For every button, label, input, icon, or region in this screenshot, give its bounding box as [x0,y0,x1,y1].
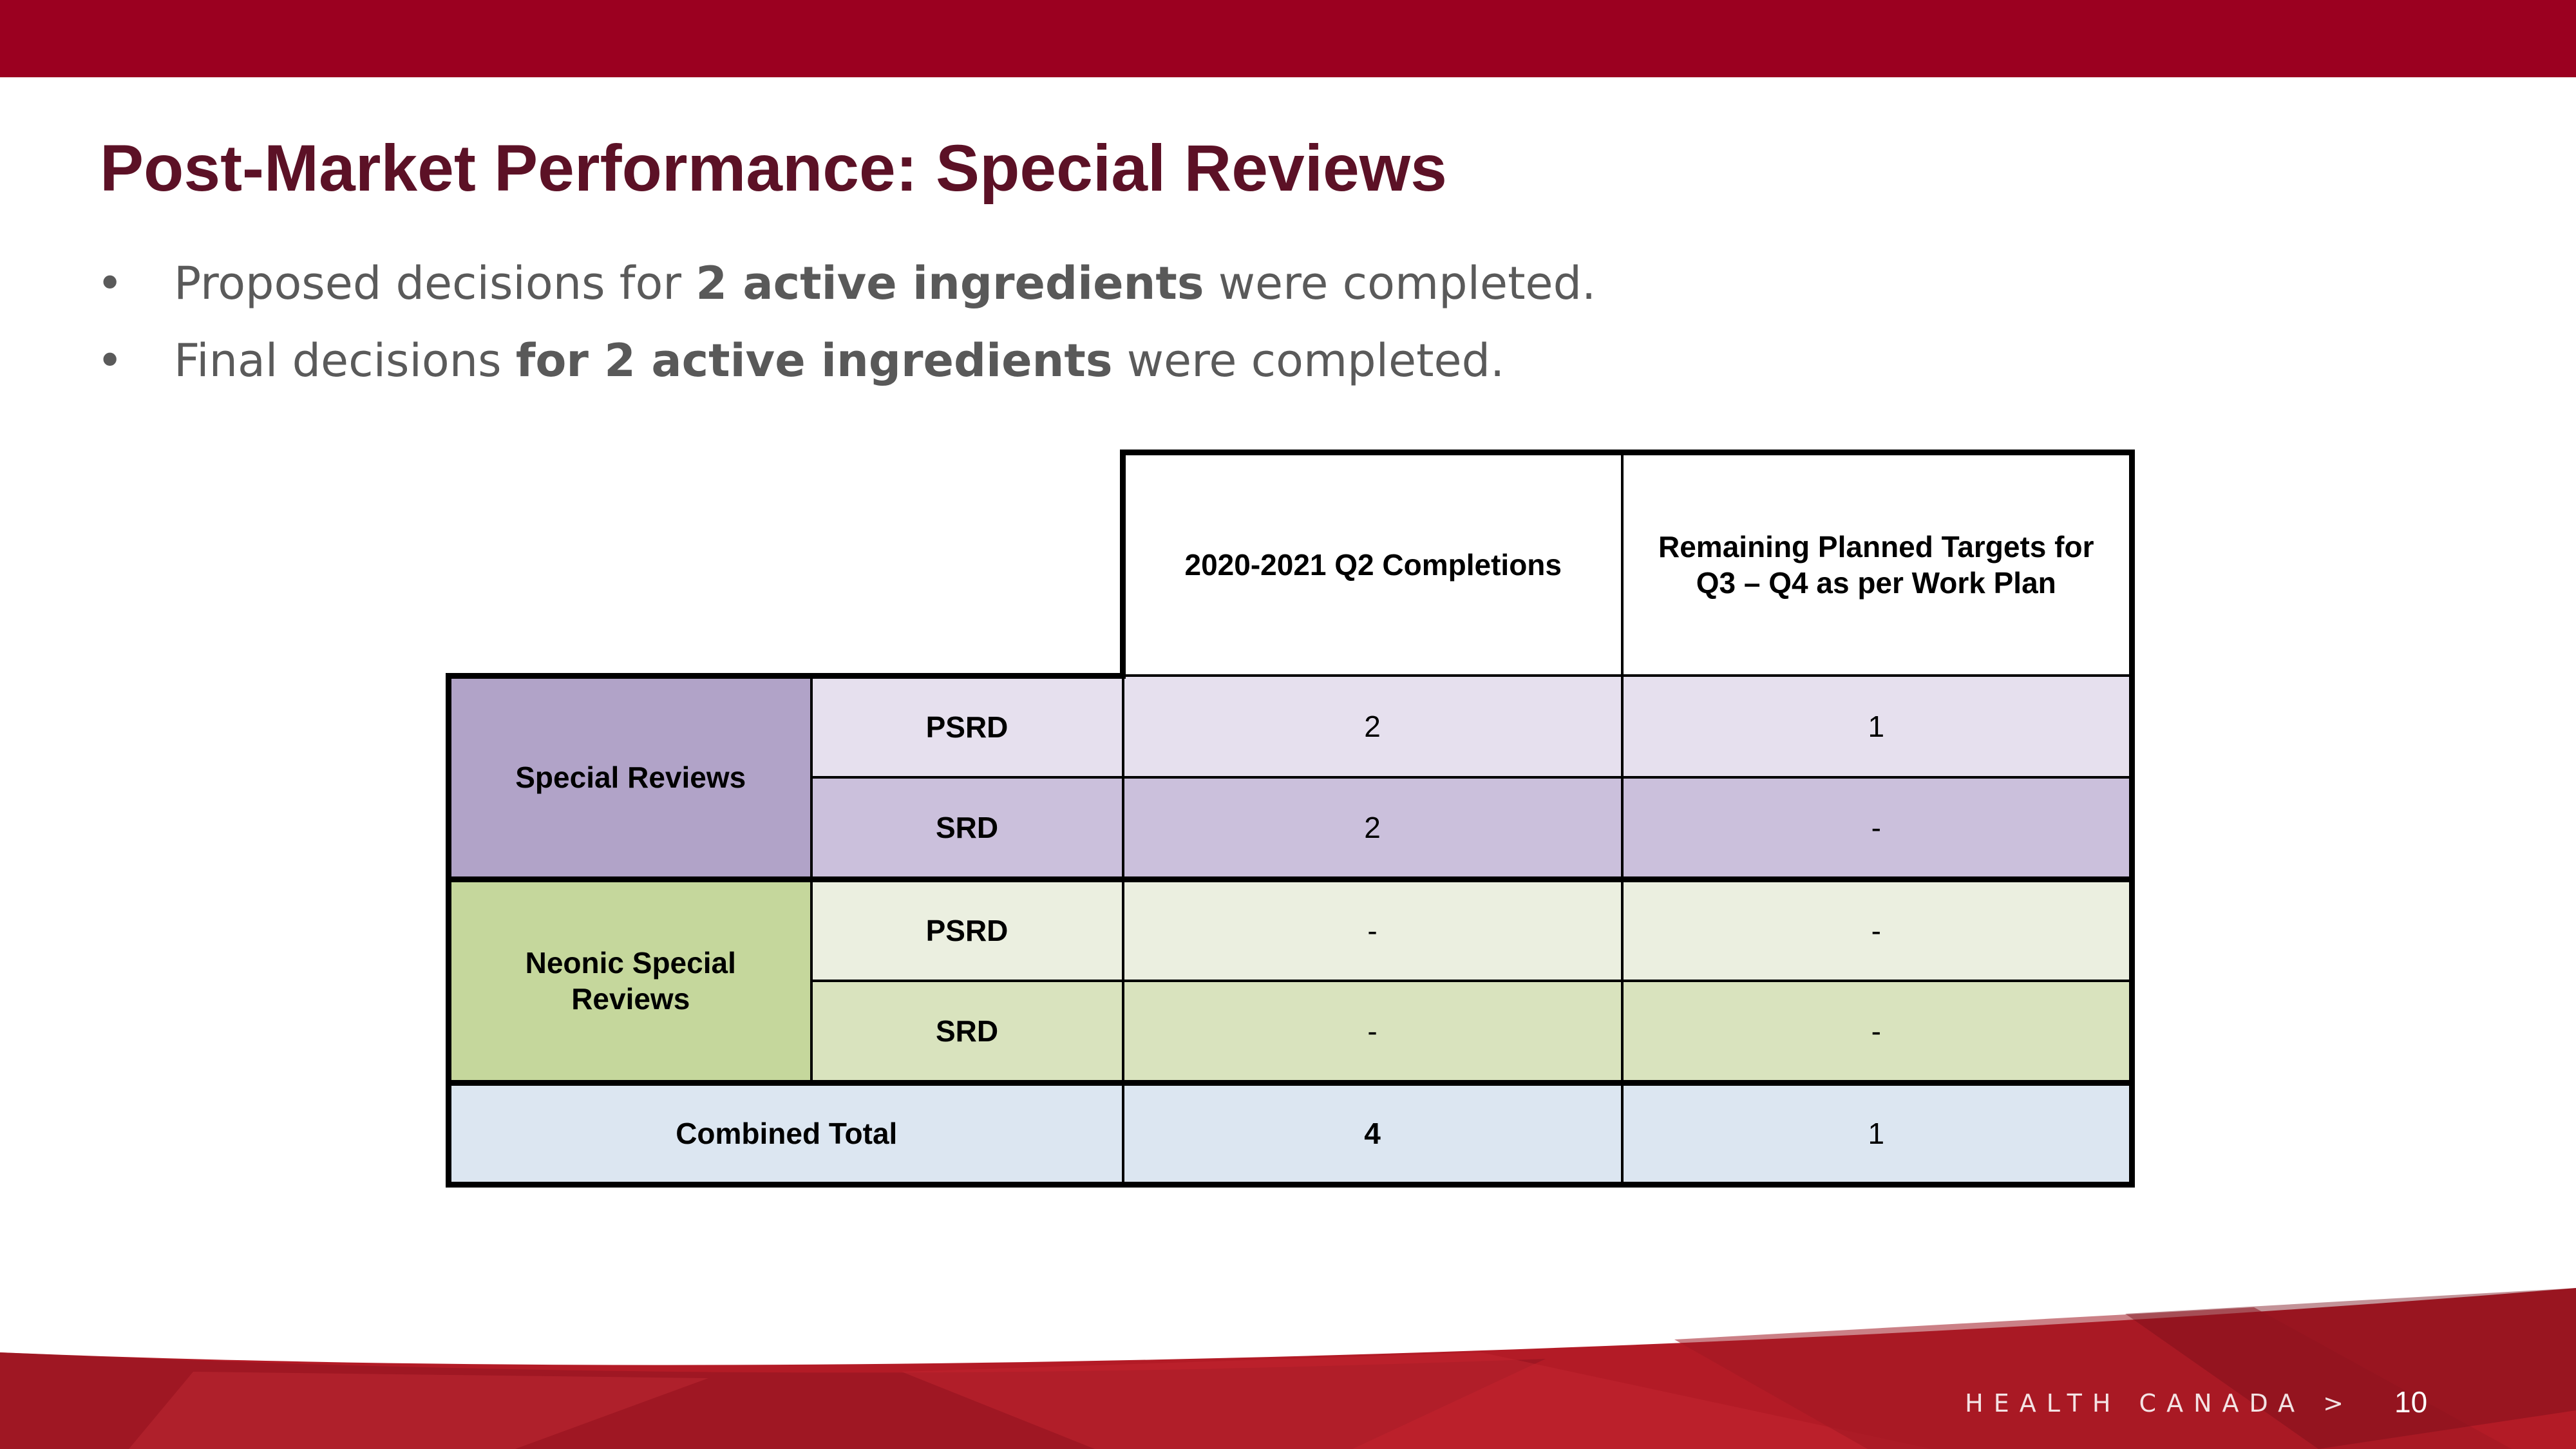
table-row: SRD 2 - [449,776,2135,880]
table-cell: 2 [1121,674,1624,779]
table-cell: 1 [1620,674,2135,779]
page-number: 10 [2394,1385,2428,1419]
column-header-remaining-targets: Remaining Planned Targets for Q3 – Q4 as… [1620,450,2135,677]
footer-brand: HEALTH CANADA > [1965,1389,2354,1417]
bullet-item: • Final decisions for 2 active ingredien… [97,328,1596,406]
row-label-psrd: PSRD [810,876,1124,982]
table-cell: - [1620,876,2135,982]
column-header-q2-completions: 2020-2021 Q2 Completions [1120,450,1624,677]
bullet-marker: • [97,257,124,310]
table-cell: 4 [1121,1079,1624,1188]
bullet-text-emphasis: for 2 active ingredients [515,334,1113,387]
row-label-srd: SRD [810,776,1124,880]
group-label-special-reviews: Special Reviews [446,674,813,880]
table-cell: 1 [1620,1079,2135,1188]
table-corner-cell [448,452,1123,679]
bullet-marker: • [97,334,124,387]
table-cell: - [1620,980,2135,1084]
top-banner [0,0,2576,77]
table-row: Special Reviews PSRD 2 1 [446,674,2135,880]
table-cell: 2 [1121,776,1624,880]
bullet-item: • Proposed decisions for 2 active ingred… [97,251,1596,328]
table-cell: - [1620,776,2135,880]
bullet-text-end: were completed. [1204,257,1596,310]
bullet-text-emphasis: 2 active ingredients [696,257,1204,310]
bullet-text-start: Final decisions [174,334,516,387]
footer-swoosh [0,1288,2576,1449]
table-header-row: 2020-2021 Q2 Completions Remaining Plann… [448,450,2135,679]
combined-total-label: Combined Total [446,1079,1124,1188]
table-total-row: Combined Total 4 1 [446,1079,2135,1188]
bullet-text-start: Proposed decisions for [174,257,696,310]
slide-title: Post-Market Performance: Special Reviews [100,131,1447,205]
table-row: Neonic Special Reviews PSRD - - [446,876,2135,1084]
table-cell: - [1121,876,1624,982]
bullet-text-end: were completed. [1112,334,1505,387]
group-label-neonic-special-reviews: Neonic Special Reviews [446,876,813,1084]
bullet-list: • Proposed decisions for 2 active ingred… [97,251,1596,406]
table-cell: - [1121,980,1624,1084]
row-label-srd: SRD [810,980,1124,1084]
special-reviews-table: 2020-2021 Q2 Completions Remaining Plann… [446,450,2135,1188]
row-label-psrd: PSRD [810,674,1124,779]
table-row: SRD - - [449,980,2135,1084]
